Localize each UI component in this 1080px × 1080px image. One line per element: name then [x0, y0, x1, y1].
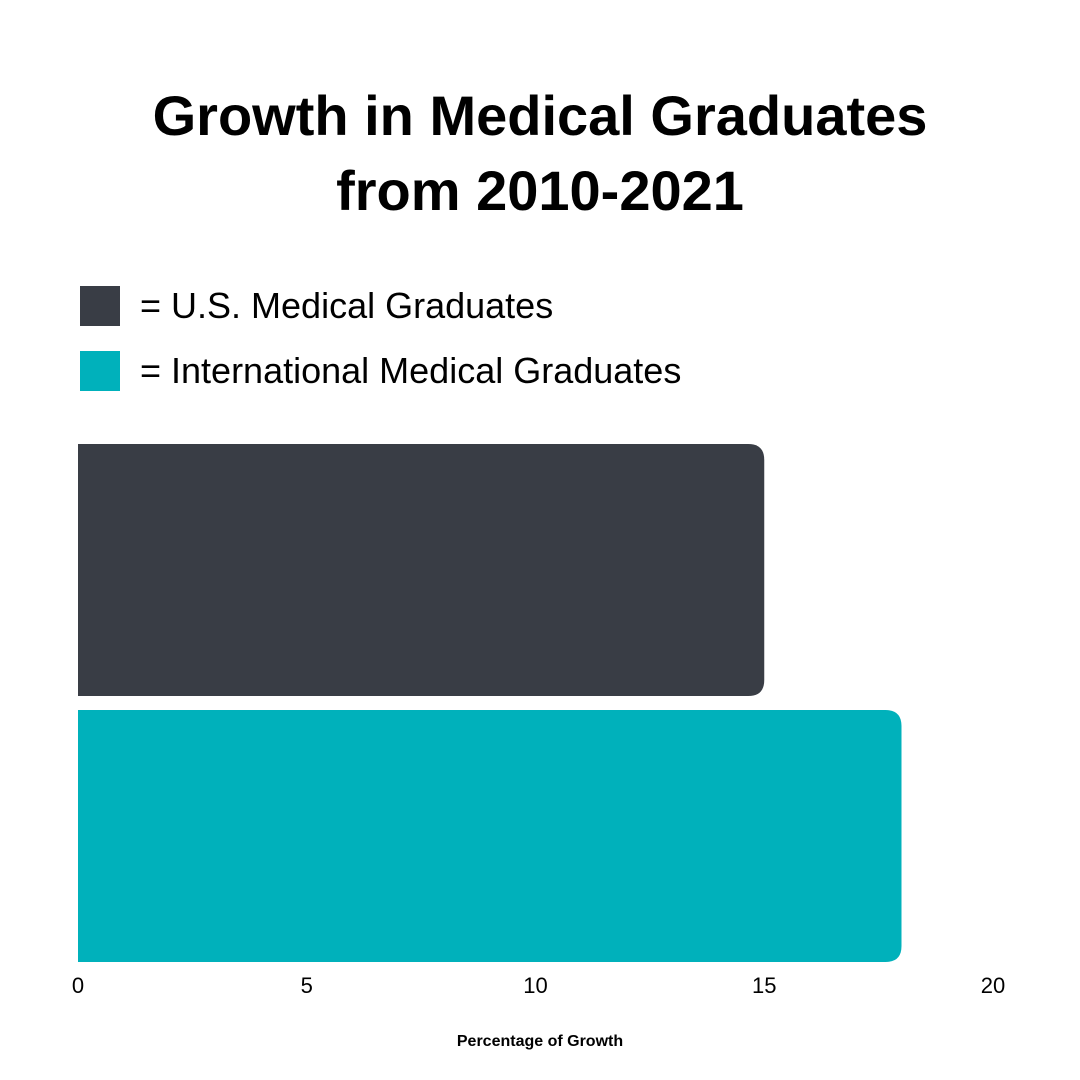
- legend-label-international: = International Medical Graduates: [140, 350, 682, 391]
- chart-title-line-1: Growth in Medical Graduates: [152, 84, 928, 147]
- x-tick-label: 15: [752, 973, 776, 998]
- bar-international-medical-graduates: [78, 710, 902, 962]
- x-tick-label: 0: [72, 973, 84, 998]
- chart-title: Growth in Medical Graduates from 2010-20…: [0, 78, 1080, 228]
- x-tick-label: 5: [301, 973, 313, 998]
- chart-title-line-2: from 2010-2021: [336, 159, 744, 222]
- legend: = U.S. Medical Graduates = International…: [80, 285, 682, 416]
- legend-item-international: = International Medical Graduates: [80, 350, 682, 391]
- x-tick-label: 20: [981, 973, 1005, 998]
- x-tick-label: 10: [523, 973, 547, 998]
- x-axis-label: Percentage of Growth: [457, 1033, 623, 1050]
- legend-swatch-us: [80, 286, 120, 326]
- bar-us-medical-graduates: [78, 444, 765, 696]
- legend-label-us: = U.S. Medical Graduates: [140, 285, 554, 326]
- legend-swatch-international: [80, 351, 120, 391]
- legend-item-us: = U.S. Medical Graduates: [80, 285, 681, 326]
